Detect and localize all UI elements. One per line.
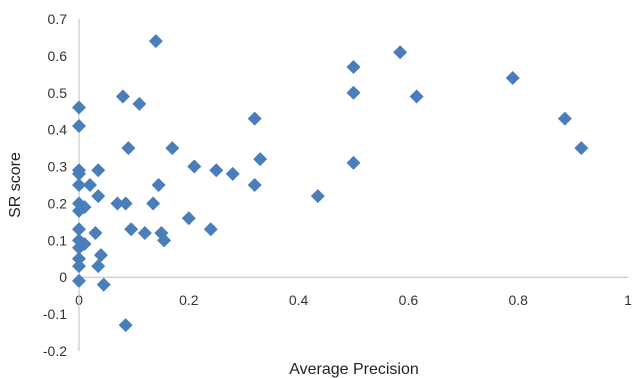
data-point bbox=[225, 166, 240, 181]
data-point bbox=[124, 222, 139, 237]
x-axis-title: Average Precision bbox=[289, 361, 419, 378]
data-point bbox=[72, 251, 86, 266]
data-point bbox=[165, 141, 180, 156]
data-point bbox=[91, 163, 106, 178]
data-point bbox=[77, 200, 92, 215]
data-point bbox=[137, 225, 152, 240]
data-point bbox=[72, 178, 86, 192]
data-point bbox=[346, 85, 361, 100]
y-tick-label: -0.1 bbox=[43, 306, 67, 322]
y-tick-label: 0 bbox=[59, 269, 67, 285]
data-point bbox=[72, 273, 86, 288]
data-point bbox=[409, 89, 424, 104]
data-point bbox=[247, 111, 262, 126]
y-axis-ticks: 0.7 0.6 0.5 0.4 0.3 0.2 0.1 0 -0.1 -0.2 bbox=[43, 11, 67, 359]
y-tick-label: -0.2 bbox=[43, 343, 67, 359]
x-tick-label: 0.2 bbox=[179, 292, 199, 308]
data-point bbox=[77, 237, 92, 252]
data-point bbox=[253, 152, 268, 167]
x-tick-label: 0.8 bbox=[508, 292, 528, 308]
data-point bbox=[115, 89, 130, 104]
x-axis-ticks: 00.20.40.60.81 bbox=[75, 292, 632, 308]
data-point bbox=[148, 34, 163, 49]
data-point bbox=[574, 141, 589, 156]
data-point bbox=[72, 222, 86, 237]
data-point bbox=[132, 96, 147, 111]
data-point bbox=[121, 141, 136, 156]
data-point bbox=[310, 189, 325, 204]
data-point bbox=[393, 45, 408, 60]
data-point bbox=[93, 248, 108, 263]
y-tick-label: 0.2 bbox=[48, 195, 68, 211]
data-point bbox=[247, 178, 262, 192]
data-point bbox=[118, 318, 133, 333]
data-point bbox=[91, 189, 106, 204]
data-point bbox=[118, 196, 133, 211]
data-point bbox=[72, 259, 86, 274]
data-point bbox=[82, 178, 97, 192]
data-point bbox=[72, 166, 86, 181]
data-point bbox=[203, 222, 218, 237]
y-tick-label: 0.1 bbox=[48, 232, 68, 248]
data-point bbox=[505, 71, 520, 86]
data-point bbox=[110, 196, 125, 211]
data-point bbox=[346, 155, 361, 170]
data-point bbox=[72, 118, 86, 133]
x-tick-label: 1 bbox=[624, 292, 632, 308]
x-tick-label: 0.6 bbox=[399, 292, 419, 308]
data-point bbox=[346, 59, 361, 74]
x-tick-label: 0.4 bbox=[289, 292, 309, 308]
y-tick-label: 0.4 bbox=[48, 122, 68, 138]
data-point bbox=[187, 159, 202, 174]
data-point bbox=[96, 277, 111, 292]
y-tick-label: 0.7 bbox=[48, 11, 68, 27]
data-point bbox=[146, 196, 161, 211]
y-tick-label: 0.3 bbox=[48, 159, 68, 175]
data-points bbox=[72, 34, 589, 333]
data-point bbox=[88, 225, 103, 240]
y-tick-label: 0.6 bbox=[48, 48, 68, 64]
data-point bbox=[91, 259, 106, 274]
data-point bbox=[557, 111, 572, 126]
y-axis-title: SR score bbox=[7, 152, 24, 218]
data-point bbox=[151, 178, 166, 192]
data-point bbox=[72, 100, 86, 115]
y-tick-label: 0.5 bbox=[48, 85, 68, 101]
data-point bbox=[181, 211, 196, 226]
data-point bbox=[157, 233, 172, 248]
data-point bbox=[209, 163, 224, 178]
